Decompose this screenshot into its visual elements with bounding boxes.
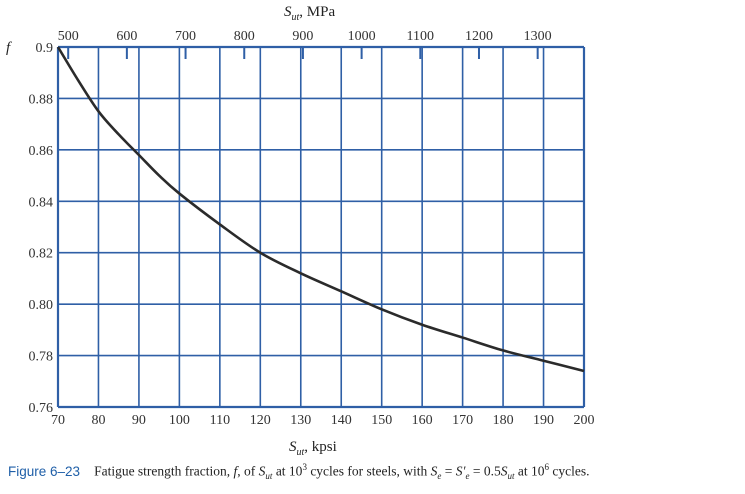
caption-text: = — [441, 463, 456, 479]
y-tick-label: 0.78 — [29, 350, 54, 365]
caption-subscript: e — [437, 471, 442, 482]
grid — [56, 45, 586, 409]
caption-text: , of — [237, 463, 259, 479]
x-tick-label: 140 — [331, 413, 352, 428]
y-tick-label: 0.80 — [29, 298, 54, 313]
caption-text: at 10 — [514, 463, 545, 479]
top-axis-ticks — [67, 47, 539, 59]
x-tick-labels: 70 80 90 100 110 120 130 140 150 160 170 180 190 200 — [51, 413, 595, 428]
figure-label: Figure 6–23 — [8, 463, 81, 479]
x-tick-label: 190 — [533, 413, 554, 428]
y-tick-label: 0.9 — [36, 41, 54, 56]
x-tick-label: 110 — [210, 413, 230, 428]
top-tick-label: 1300 — [524, 29, 552, 44]
top-tick-label: 900 — [292, 29, 313, 44]
series-curve-group — [56, 46, 585, 373]
top-tick-label: 800 — [234, 29, 255, 44]
y-tick-label: 0.86 — [29, 144, 54, 159]
caption-text: Fatigue strength fraction, — [94, 463, 234, 479]
x-tick-label: 120 — [250, 413, 271, 428]
top-tick-label: 1200 — [465, 29, 493, 44]
caption-text: = 0.5 — [469, 463, 501, 479]
x-tick-label: 150 — [371, 413, 392, 428]
top-axis-title: Sut, MPa — [284, 4, 335, 23]
caption-f: f — [233, 463, 238, 479]
bottom-axis-title: Sut, kpsi — [289, 439, 337, 458]
y-tick-label: 0.82 — [29, 247, 54, 262]
caption-exponent: 3 — [302, 462, 307, 472]
figure-caption: Figure 6–23 Fatigue strength fraction, f,… — [8, 462, 738, 481]
top-tick-labels: 500 600 700 800 900 1000 1100 1200 1300 — [58, 29, 552, 44]
top-tick-label: 700 — [175, 29, 196, 44]
x-tick-label: 70 — [51, 413, 65, 428]
x-tick-label: 200 — [574, 413, 595, 428]
top-tick-label: 1000 — [348, 29, 376, 44]
caption-exponent: 6 — [544, 462, 550, 472]
caption-symbol: S′ — [455, 463, 466, 479]
series-curve — [56, 46, 585, 373]
caption-text: at 10 — [272, 463, 303, 479]
y-tick-label: 0.84 — [29, 195, 54, 210]
x-tick-label: 100 — [169, 413, 190, 428]
top-tick-label: 1100 — [407, 29, 434, 44]
caption-subscript: e — [465, 471, 470, 482]
y-axis-label: f — [6, 40, 12, 56]
caption-text: cycles for steels, with — [306, 463, 431, 479]
x-tick-label: 80 — [91, 413, 105, 428]
caption-symbol: S — [258, 463, 266, 479]
x-tick-label: 170 — [452, 413, 473, 428]
y-tick-label: 0.76 — [29, 401, 54, 416]
x-tick-label: 160 — [412, 413, 433, 428]
caption-text: cycles. — [549, 463, 590, 479]
x-tick-label: 90 — [132, 413, 146, 428]
top-tick-label: 600 — [116, 29, 137, 44]
x-tick-label: 180 — [493, 413, 514, 428]
x-tick-label: 130 — [290, 413, 311, 428]
caption-symbol: S — [500, 463, 508, 479]
y-tick-labels: 0.76 0.78 0.80 0.82 0.84 0.86 0.88 0.9 — [29, 41, 54, 416]
caption-symbol: S — [430, 463, 438, 479]
top-tick-label: 500 — [58, 29, 79, 44]
caption-subscript: ut — [507, 471, 515, 482]
fatigue-chart: 70 80 90 100 110 120 130 140 150 160 170 180 190 200 … — [6, 4, 595, 458]
caption-subscript: ut — [265, 471, 273, 482]
y-tick-label: 0.88 — [29, 92, 54, 107]
